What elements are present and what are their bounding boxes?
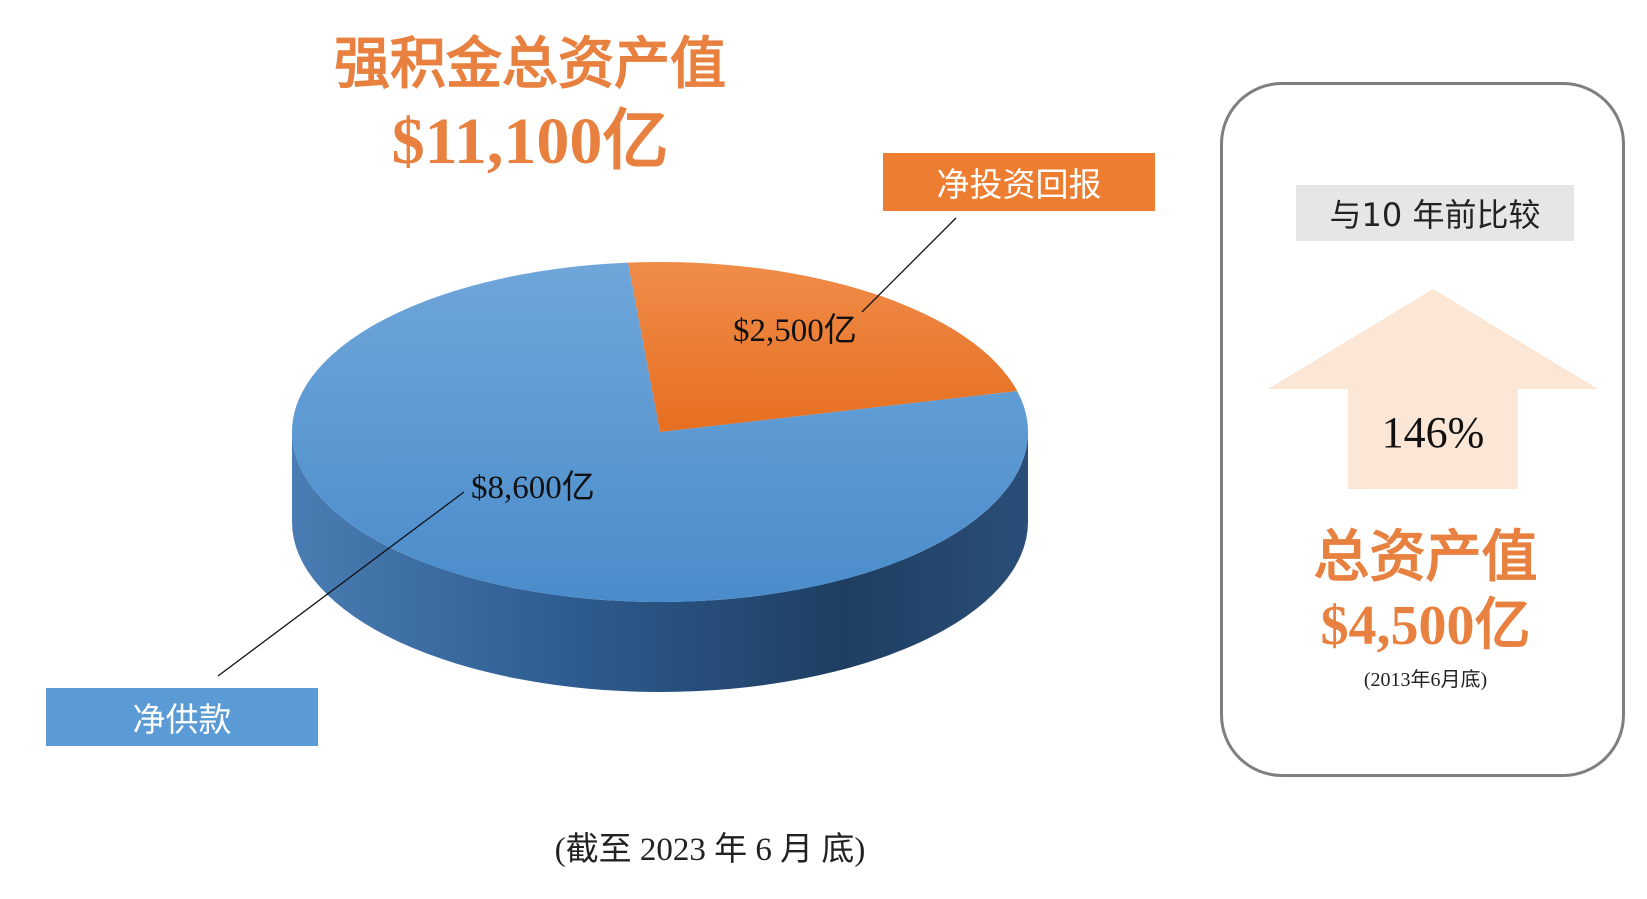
pie-chart: $2,500亿 $8,600亿: [217, 217, 1028, 692]
legend-label-net-investment-return: 净投资回报: [883, 153, 1155, 211]
pie-side-wall: [292, 432, 1028, 692]
pie-value-label-net-investment-return: $2,500亿: [733, 313, 857, 349]
chart-total-value: $11,100亿: [391, 105, 669, 178]
up-arrow-icon: [1268, 289, 1598, 489]
chart-title: 强积金总资产值: [334, 34, 726, 96]
growth-percentage: 146%: [1381, 408, 1485, 457]
leader-line-net-investment-return: [861, 217, 957, 313]
comparison-badge: 与10 年前比较: [1296, 185, 1574, 241]
pie-slice-net-contributions: [292, 262, 1028, 602]
prior-total-value: $4,500亿: [1320, 595, 1531, 657]
prior-total-title: 总资产值: [1313, 527, 1538, 589]
prior-date: (2013年6月底): [1363, 669, 1488, 691]
as-of-date-note: (截至 2023 年 6 月 底): [554, 832, 866, 868]
pie-value-label-net-contributions: $8,600亿: [471, 470, 595, 506]
pie-slice-net-investment-return: [627, 262, 1018, 432]
legend-label-net-contributions: 净供款: [46, 688, 318, 746]
comparison-card: 与10 年前比较 146% 总资产值 $4,500亿 (2013年6月底): [1220, 82, 1625, 777]
leader-line-net-contributions: [217, 491, 465, 677]
